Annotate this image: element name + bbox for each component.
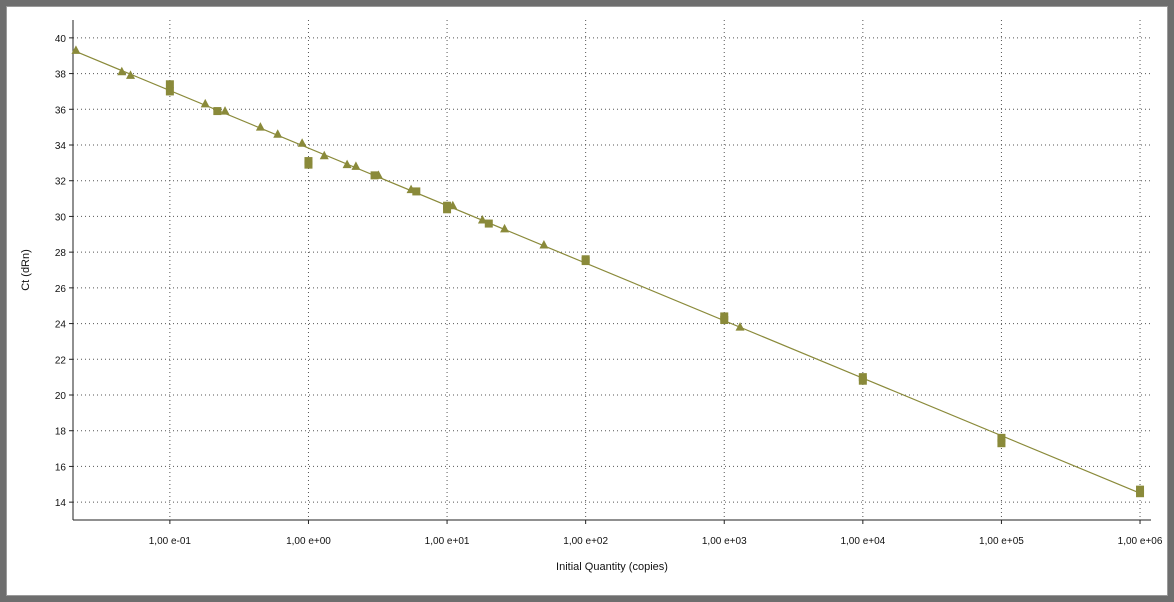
triangle-point: [71, 45, 81, 54]
y-tick-label: 28: [55, 248, 67, 259]
square-point: [165, 80, 174, 89]
x-tick-label: 1,00 e+01: [425, 536, 470, 547]
triangle-point: [319, 150, 329, 160]
x-tick-label: 1,00 e+06: [1118, 536, 1163, 547]
y-tick-label: 20: [55, 391, 67, 402]
grid: [73, 20, 1151, 520]
triangle-point: [448, 200, 458, 210]
square-point: [484, 219, 493, 228]
x-tick-label: 1,00 e+05: [979, 536, 1024, 547]
square-point: [213, 107, 222, 116]
square-point: [443, 205, 452, 214]
square-point: [858, 376, 867, 385]
x-tick-label: 1,00 e+03: [702, 536, 747, 547]
triangle-point: [297, 138, 307, 147]
triangle-point: [477, 215, 487, 224]
square-point: [997, 433, 1006, 442]
x-tick-label: 1,00 e+02: [563, 536, 608, 547]
y-tick-label: 32: [55, 177, 67, 188]
tick-labels: 1,00 e-01 1,00 e+00 1,00 e+01 1,00 e+02 1,00…: [55, 34, 1163, 547]
fit-line: [72, 49, 1141, 494]
square-point: [412, 187, 421, 196]
fit-line-group: [72, 49, 1141, 494]
triangle-point: [539, 240, 549, 249]
triangle-point: [351, 161, 361, 170]
x-tick-label: 1,00 e+04: [840, 536, 885, 547]
triangle-point: [342, 159, 352, 169]
square-point: [370, 171, 379, 180]
square-point: [581, 257, 590, 266]
y-tick-label: 14: [55, 498, 67, 509]
axes: [69, 20, 1151, 524]
y-tick-label: 18: [55, 427, 67, 438]
y-tick-label: 16: [55, 462, 67, 473]
y-tick-label: 40: [55, 34, 67, 45]
triangle-point: [220, 106, 230, 115]
square-point: [165, 87, 174, 96]
triangle-point: [255, 122, 265, 131]
triangle-point: [500, 223, 510, 233]
chart-svg: 1,00 e-01 1,00 e+00 1,00 e+01 1,00 e+02 1,00…: [20, 20, 1163, 573]
y-tick-label: 24: [55, 320, 67, 331]
y-tick-label: 26: [55, 284, 67, 295]
triangle-point: [126, 70, 136, 79]
data-points: [71, 45, 1145, 498]
square-point: [1136, 489, 1145, 498]
y-tick-label: 38: [55, 70, 67, 81]
chart-frame: 1,00 e-01 1,00 e+00 1,00 e+01 1,00 e+02 1,00…: [6, 6, 1168, 596]
triangle-point: [735, 322, 745, 331]
x-axis-label: Initial Quantity (copies): [556, 561, 668, 573]
y-axis-label: Ct (dRn): [20, 249, 32, 291]
y-tick-label: 30: [55, 212, 67, 223]
y-tick-label: 22: [55, 355, 67, 366]
y-tick-label: 36: [55, 105, 67, 116]
triangle-point: [373, 170, 383, 179]
square-point: [720, 316, 729, 324]
triangle-point: [200, 98, 210, 108]
y-tick-label: 34: [55, 141, 67, 152]
triangle-point: [273, 129, 283, 138]
x-tick-label: 1,00 e-01: [149, 536, 192, 547]
triangle-point: [406, 184, 416, 194]
x-tick-label: 1,00 e+00: [286, 536, 331, 547]
square-point: [304, 160, 313, 169]
square-point: [997, 439, 1006, 448]
triangle-point: [117, 66, 127, 76]
